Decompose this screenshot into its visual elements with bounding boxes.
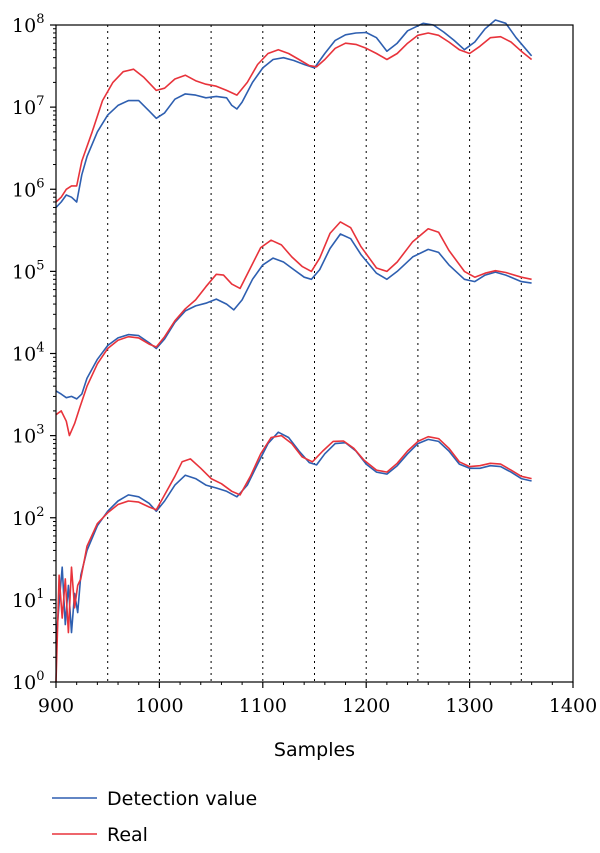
legend-label: Detection value [107, 788, 257, 810]
x-tick-label: 1000 [135, 695, 183, 717]
y-tick-exponent: 5 [36, 258, 44, 273]
x-axis-ticks: 900 1000 1100 1200 1300 1400 [38, 682, 597, 717]
y-tick-exponent: 6 [36, 176, 44, 191]
y-tick-exponent: 8 [36, 12, 44, 27]
y-tick-label: 108 [12, 12, 44, 37]
y-tick-label: 101 [12, 587, 44, 612]
y-tick-label: 104 [12, 341, 44, 366]
x-tick-label: 1100 [239, 695, 287, 717]
series-line-bottom-real [55, 434, 532, 683]
vertical-dotted-gridlines [107, 25, 522, 682]
y-tick-exponent: 4 [36, 341, 44, 356]
y-tick-exponent: 2 [36, 505, 44, 520]
y-tick-label: 100 [12, 669, 44, 694]
y-tick-label: 103 [12, 423, 44, 448]
legend: Detection value Real [52, 788, 257, 846]
x-tick-label: 900 [38, 695, 74, 717]
series-line-bottom-detection [55, 431, 532, 643]
y-tick-label: 102 [12, 505, 44, 530]
series-line-middle-detection [55, 233, 532, 400]
x-tick-label: 1200 [342, 695, 390, 717]
y-tick-exponent: 7 [36, 94, 44, 109]
y-tick-exponent: 3 [36, 423, 44, 438]
y-tick-label: 106 [12, 176, 44, 201]
series-line-middle-real [55, 221, 532, 437]
x-tick-label: 1400 [549, 695, 597, 717]
series-lines [55, 19, 533, 683]
legend-label: Real [107, 824, 148, 846]
x-axis-title: Samples [274, 739, 355, 761]
y-tick-label: 107 [12, 94, 44, 119]
series-line-top-detection [55, 19, 533, 209]
y-tick-exponent: 0 [36, 669, 44, 684]
y-tick-label: 105 [12, 258, 44, 283]
x-tick-label: 1300 [445, 695, 493, 717]
y-tick-exponent: 1 [36, 587, 44, 602]
series-line-top-real [55, 32, 533, 203]
